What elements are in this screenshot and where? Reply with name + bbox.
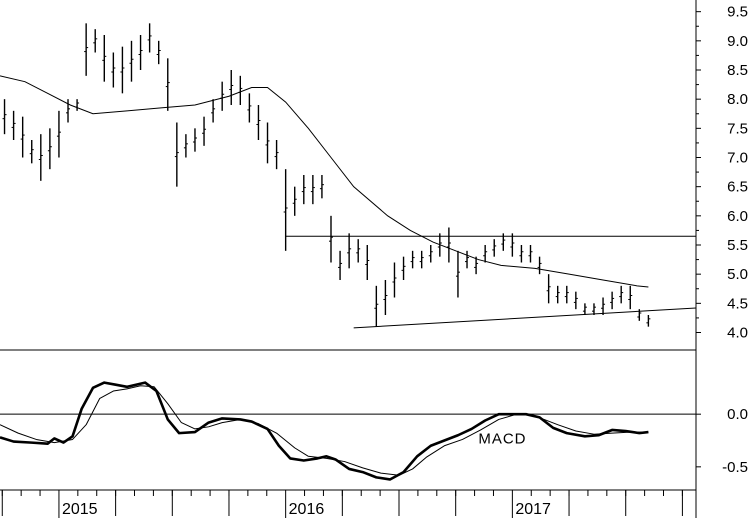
x-axis: 2015 2016 2017: [1, 490, 683, 518]
macd-panel: 0.0 -0.5 MACD: [0, 381, 748, 481]
price-y-tick-label: 7.0: [727, 150, 748, 167]
macd-annotation: MACD: [478, 431, 526, 448]
price-y-tick-label: 4.5: [727, 295, 748, 312]
price-y-tick-label: 8.0: [727, 91, 748, 108]
price-panel: 4.0 4.5 5.0 5.5 6.0 6.5 7.0 7.5 8.0 8.5 9.0 9.5: [0, 4, 748, 342]
price-y-tick-label: 5.0: [727, 266, 748, 283]
price-y-tick-label: 9.5: [727, 4, 748, 21]
price-y-tick-label: 6.0: [727, 208, 748, 225]
price-y-tick-label: 6.5: [727, 179, 748, 196]
moving-average-line: [0, 75, 649, 288]
price-y-tick-label: 5.5: [727, 237, 748, 254]
price-y-tick-label: 8.5: [727, 62, 748, 79]
frame: [0, 0, 697, 518]
macd-y-tick-label: -0.5: [722, 459, 748, 476]
x-year-label: 2015: [62, 501, 98, 518]
macd-y-tick-label: 0.0: [727, 406, 748, 423]
x-year-label: 2016: [289, 501, 325, 518]
price-y-tick-label: 4.0: [727, 325, 748, 342]
price-y-tick-label: 7.5: [727, 120, 748, 137]
support-trendline: [353, 307, 697, 329]
price-y-tick-label: 9.0: [727, 33, 748, 50]
macd-signal-line: [0, 385, 649, 476]
x-year-label: 2017: [515, 501, 551, 518]
